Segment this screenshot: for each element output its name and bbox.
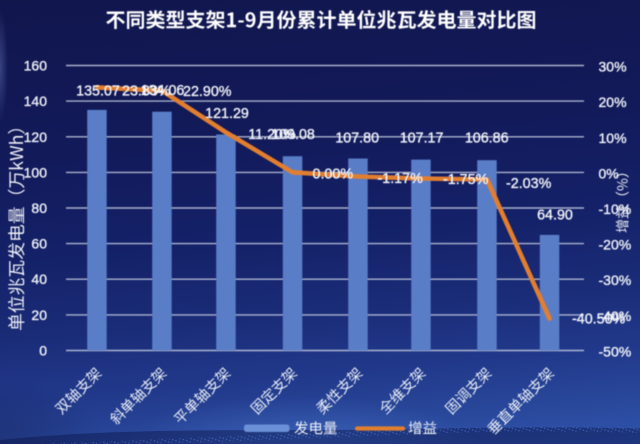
svg-text:109.08: 109.08 bbox=[271, 127, 315, 143]
svg-text:0%: 0% bbox=[599, 165, 619, 181]
svg-text:107.17: 107.17 bbox=[400, 130, 444, 146]
svg-text:140: 140 bbox=[24, 93, 48, 109]
svg-text:10%: 10% bbox=[599, 130, 627, 146]
svg-text:121.29: 121.29 bbox=[205, 106, 249, 122]
svg-text:64.90: 64.90 bbox=[537, 208, 573, 224]
svg-text:60: 60 bbox=[31, 236, 47, 252]
svg-text:-50%: -50% bbox=[599, 344, 632, 360]
svg-text:-2.03%: -2.03% bbox=[506, 176, 552, 192]
svg-text:120: 120 bbox=[24, 129, 48, 145]
svg-text:134.06: 134.06 bbox=[141, 83, 185, 99]
svg-text:-30%: -30% bbox=[599, 272, 632, 288]
svg-text:100: 100 bbox=[24, 164, 48, 180]
svg-text:22.90%: 22.90% bbox=[183, 84, 232, 100]
svg-text:-1.75%: -1.75% bbox=[443, 172, 489, 188]
svg-text:40: 40 bbox=[31, 271, 47, 287]
svg-text:30%: 30% bbox=[599, 59, 627, 75]
svg-text:106.86: 106.86 bbox=[465, 130, 509, 146]
svg-text:107.80: 107.80 bbox=[335, 131, 379, 147]
svg-text:-1.17%: -1.17% bbox=[378, 171, 424, 187]
svg-text:20: 20 bbox=[31, 307, 47, 323]
svg-text:0: 0 bbox=[39, 343, 47, 359]
svg-text:20%: 20% bbox=[599, 94, 627, 110]
svg-text:-40.50%: -40.50% bbox=[572, 312, 626, 328]
svg-text:0.00%: 0.00% bbox=[313, 167, 354, 183]
svg-text:23.83%: 23.83% bbox=[122, 84, 171, 100]
svg-text:-20%: -20% bbox=[599, 237, 632, 253]
svg-text:135.07: 135.07 bbox=[76, 84, 120, 100]
svg-text:-10%: -10% bbox=[599, 201, 632, 217]
svg-text:-40%: -40% bbox=[599, 308, 632, 324]
svg-text:160: 160 bbox=[24, 58, 48, 74]
svg-text:11.20%: 11.20% bbox=[248, 127, 296, 143]
svg-text:80: 80 bbox=[31, 200, 47, 216]
